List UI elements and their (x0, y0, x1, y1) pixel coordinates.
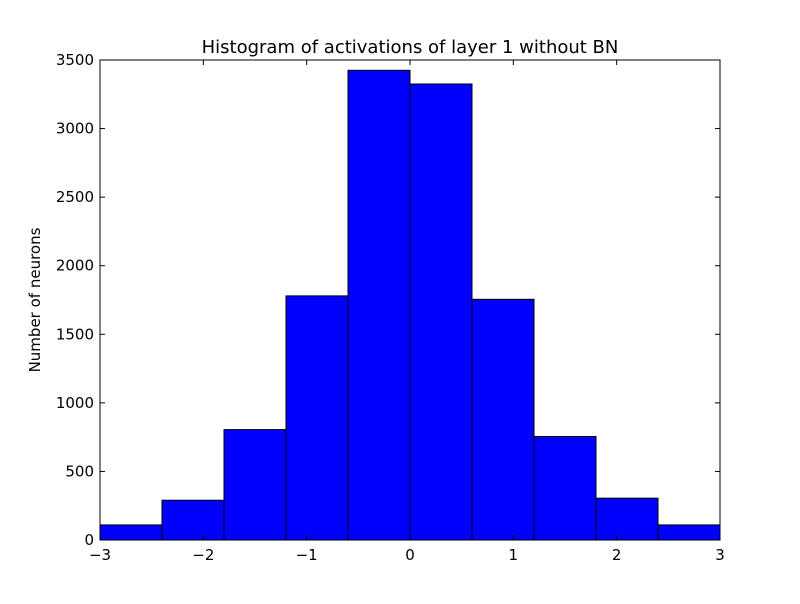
histogram-bar (347, 69, 411, 541)
histogram-bar (161, 499, 225, 541)
histogram-bar (409, 83, 473, 541)
x-tick-label: 0 (405, 546, 415, 564)
bars-layer (99, 69, 721, 541)
y-tick-label: 1000 (56, 394, 94, 412)
y-tick-label: 2500 (56, 188, 94, 206)
histogram-bar (533, 435, 597, 541)
tick-labels-layer: −3 −2 −1 0 1 2 3 0 500 1000 1500 2000 2500 3000 3500 (56, 51, 725, 564)
histogram-bar (285, 295, 349, 541)
x-tick-label: 3 (715, 546, 725, 564)
y-axis-label: Number of neurons (26, 227, 44, 372)
x-tick-label: 1 (509, 546, 519, 564)
chart-title: Histogram of activations of layer 1 with… (202, 37, 619, 58)
x-tick-label: −2 (192, 546, 214, 564)
histogram-bar (657, 524, 721, 541)
histogram-bar (223, 429, 287, 541)
y-tick-label: 0 (84, 531, 94, 549)
histogram-bar (471, 298, 535, 541)
y-tick-label: 3500 (56, 51, 94, 69)
histogram-bar (595, 497, 659, 541)
x-tick-label: −1 (296, 546, 318, 564)
histogram-bar (99, 524, 163, 541)
y-tick-label: 1500 (56, 325, 94, 343)
y-tick-label: 2000 (56, 257, 94, 275)
x-tick-label: −3 (89, 546, 111, 564)
y-tick-label: 3000 (56, 120, 94, 138)
plot-frame (99, 59, 721, 541)
x-tick-label: 2 (612, 546, 622, 564)
y-tick-label: 500 (65, 462, 94, 480)
